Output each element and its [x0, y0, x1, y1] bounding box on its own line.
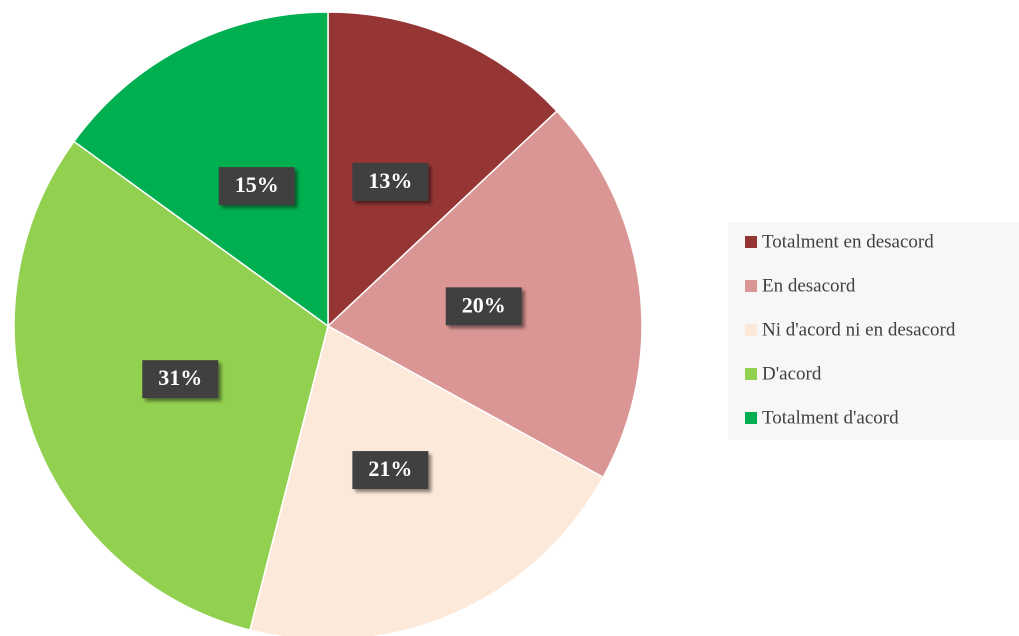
- data-label-box: [352, 451, 429, 490]
- legend-label: Ni d'acord ni en desacord: [762, 319, 956, 340]
- data-label-text: 21%: [368, 456, 412, 481]
- data-label-text: 15%: [235, 172, 279, 197]
- legend-label: D'acord: [762, 363, 822, 384]
- data-label: 20%: [445, 287, 522, 326]
- data-label-text: 20%: [462, 292, 506, 317]
- data-label-box: [445, 287, 522, 326]
- data-label-box: [142, 360, 219, 399]
- data-label: 15%: [218, 167, 295, 206]
- pie-slice: [327, 11, 558, 328]
- data-label-box: [352, 162, 429, 201]
- legend-swatch: [745, 236, 757, 248]
- legend-label: En desacord: [762, 275, 856, 296]
- data-label-box: [218, 167, 295, 206]
- data-label: 21%: [352, 451, 429, 490]
- legend-label: Totalment d'acord: [762, 407, 899, 428]
- legend-swatch: [745, 280, 757, 292]
- legend-box: [728, 222, 1019, 440]
- data-label: 13%: [352, 162, 429, 201]
- legend-swatch: [745, 412, 757, 424]
- legend-label: Totalment en desacord: [762, 231, 934, 252]
- legend-swatch: [745, 324, 757, 336]
- data-label-text: 31%: [158, 365, 202, 390]
- data-label-text: 13%: [368, 168, 412, 193]
- legend-swatch: [745, 368, 757, 380]
- data-label: 31%: [142, 360, 219, 399]
- pie-slice: [72, 11, 329, 328]
